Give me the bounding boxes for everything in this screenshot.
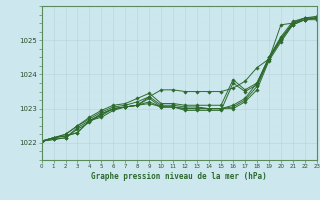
X-axis label: Graphe pression niveau de la mer (hPa): Graphe pression niveau de la mer (hPa) [91, 172, 267, 181]
